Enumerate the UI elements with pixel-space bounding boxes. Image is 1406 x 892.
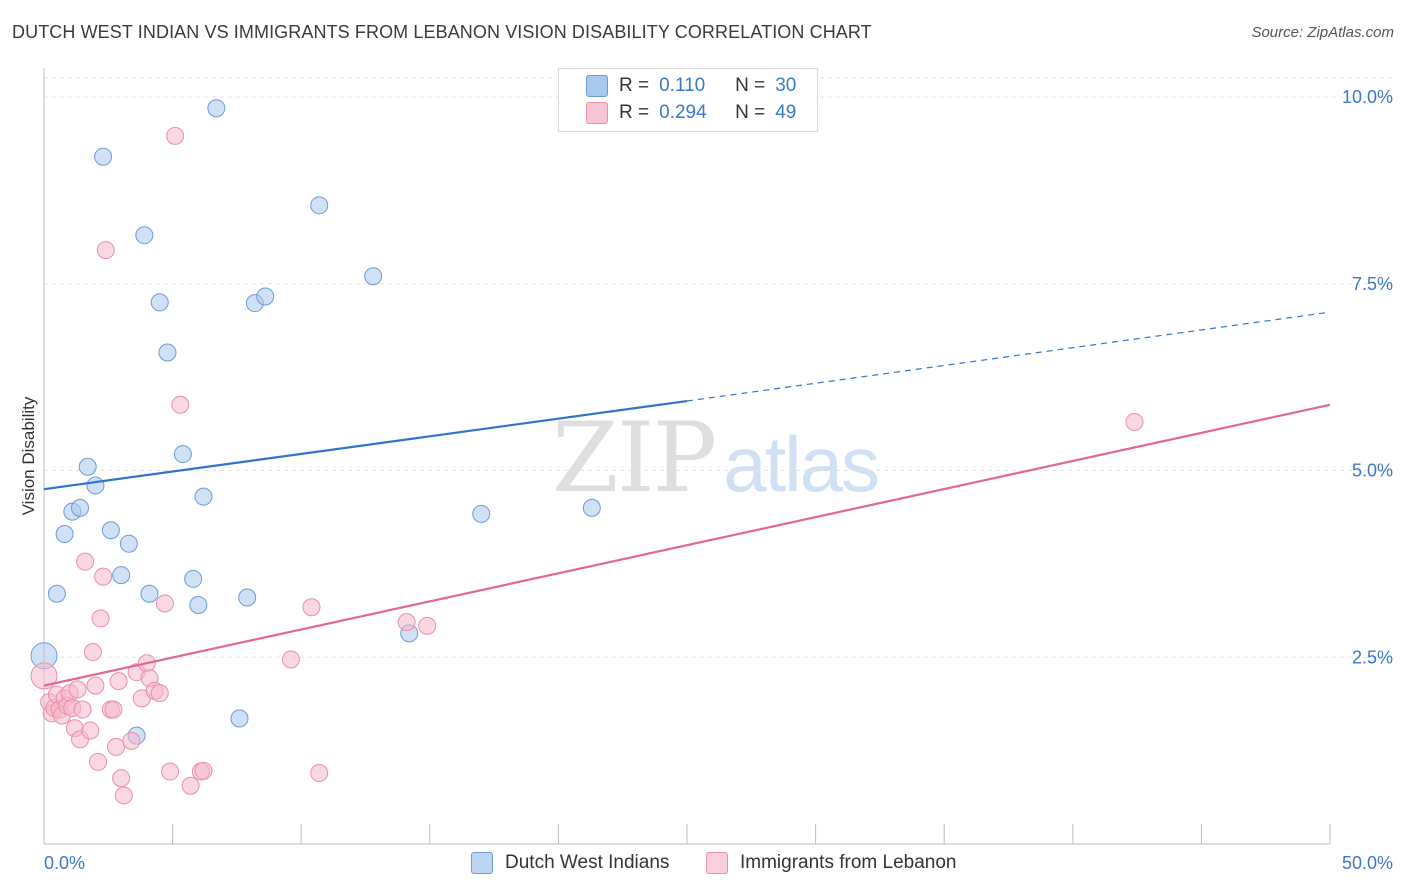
- data-point-lebanon: [194, 761, 213, 780]
- data-point-lebanon: [91, 609, 110, 628]
- series-legend-label: Immigrants from Lebanon: [740, 852, 957, 873]
- data-point-lebanon: [112, 769, 131, 788]
- data-point-dutch-west-indians: [189, 595, 208, 614]
- data-point-lebanon: [30, 662, 58, 690]
- data-point-dutch-west-indians: [230, 709, 249, 728]
- legend-r-value: 0.110: [659, 75, 706, 96]
- data-point-lebanon: [155, 594, 174, 613]
- data-point-dutch-west-indians: [78, 457, 97, 476]
- data-point-lebanon: [418, 616, 437, 635]
- chart-title: DUTCH WEST INDIAN VS IMMIGRANTS FROM LEB…: [12, 22, 872, 42]
- legend-row-dutch-west-indians: R = 0.110 N = 30: [586, 74, 797, 98]
- data-point-lebanon: [96, 241, 115, 260]
- data-point-lebanon: [81, 721, 100, 740]
- legend-r-label: R =: [619, 102, 650, 123]
- watermark: ZIP atlas: [552, 402, 880, 514]
- watermark-zip: ZIP: [552, 402, 717, 514]
- series-legend-immigrants-from-lebanon: Immigrants from Lebanon: [706, 852, 957, 874]
- legend-swatch-pink: [586, 102, 608, 124]
- data-point-lebanon: [83, 643, 102, 662]
- y-tick-label: 7.5%: [1352, 274, 1393, 294]
- y-tick-label: 10.0%: [1342, 87, 1393, 107]
- legend-swatch-blue: [586, 75, 608, 97]
- data-point-lebanon: [104, 700, 123, 719]
- data-point-lebanon: [114, 786, 133, 805]
- legend-n-label: N =: [735, 75, 766, 96]
- data-point-lebanon: [310, 764, 329, 783]
- data-point-dutch-west-indians: [472, 504, 491, 523]
- data-point-lebanon: [181, 776, 200, 795]
- data-point-dutch-west-indians: [238, 588, 257, 607]
- series-legend-dutch-west-indians: Dutch West Indians: [471, 852, 669, 874]
- trendline-dutch-west-indians-extension: [686, 311, 1331, 402]
- data-point-dutch-west-indians: [256, 287, 275, 306]
- x-tick-label: 50.0%: [1342, 853, 1393, 873]
- data-point-lebanon: [76, 552, 95, 571]
- data-point-lebanon: [171, 395, 190, 414]
- data-point-lebanon: [94, 567, 113, 586]
- trendline-dutch-west-indians: [43, 399, 688, 491]
- data-point-lebanon: [150, 684, 169, 703]
- source-label: Source: ZipAtlas.com: [1251, 24, 1394, 41]
- data-point-dutch-west-indians: [112, 566, 131, 585]
- data-point-dutch-west-indians: [55, 524, 74, 543]
- series-swatch-pink: [706, 852, 728, 874]
- data-point-lebanon: [86, 676, 105, 695]
- data-point-lebanon: [89, 752, 108, 771]
- data-point-lebanon: [302, 598, 321, 617]
- data-point-dutch-west-indians: [194, 487, 213, 506]
- y-tick-label: 2.5%: [1352, 647, 1393, 667]
- data-point-dutch-west-indians: [47, 584, 66, 603]
- data-point-dutch-west-indians: [207, 99, 226, 118]
- legend-n-value: 49: [775, 102, 797, 123]
- data-point-dutch-west-indians: [582, 498, 601, 517]
- correlation-legend: R = 0.110 N = 30 R = 0.294 N = 49: [558, 68, 818, 132]
- legend-r-label: R =: [619, 75, 650, 96]
- data-point-dutch-west-indians: [140, 584, 159, 603]
- data-point-lebanon: [397, 613, 416, 632]
- data-point-lebanon: [122, 731, 141, 750]
- data-point-lebanon: [281, 650, 300, 669]
- data-point-lebanon: [166, 126, 185, 145]
- data-point-dutch-west-indians: [150, 293, 169, 312]
- data-point-lebanon: [161, 762, 180, 781]
- y-axis-label: Vision Disability: [19, 396, 38, 515]
- legend-row-immigrants-from-lebanon: R = 0.294 N = 49: [586, 101, 797, 125]
- data-point-dutch-west-indians: [101, 521, 120, 540]
- data-point-dutch-west-indians: [173, 445, 192, 464]
- trendline-lebanon: [43, 403, 1331, 687]
- data-point-dutch-west-indians: [158, 343, 177, 362]
- data-point-dutch-west-indians: [310, 196, 329, 215]
- series-swatch-blue: [471, 852, 493, 874]
- legend-n-value: 30: [775, 75, 797, 96]
- data-point-dutch-west-indians: [86, 476, 105, 495]
- data-point-lebanon: [107, 737, 126, 756]
- data-point-dutch-west-indians: [71, 498, 90, 517]
- legend-r-value: 0.294: [659, 102, 707, 123]
- data-point-dutch-west-indians: [184, 569, 203, 588]
- data-point-dutch-west-indians: [135, 226, 154, 245]
- data-point-lebanon: [68, 680, 87, 699]
- data-point-dutch-west-indians: [94, 147, 113, 166]
- series-legend: Dutch West Indians Immigrants from Leban…: [0, 852, 1406, 878]
- legend-n-label: N =: [735, 102, 766, 123]
- data-point-dutch-west-indians: [119, 534, 138, 553]
- series-legend-label: Dutch West Indians: [505, 852, 670, 873]
- watermark-atlas: atlas: [723, 420, 880, 508]
- data-point-lebanon: [1125, 412, 1144, 431]
- data-point-lebanon: [73, 700, 92, 719]
- x-tick-label: 0.0%: [44, 853, 85, 873]
- y-tick-label: 5.0%: [1352, 461, 1393, 481]
- data-point-lebanon: [109, 672, 128, 691]
- data-point-dutch-west-indians: [364, 267, 383, 286]
